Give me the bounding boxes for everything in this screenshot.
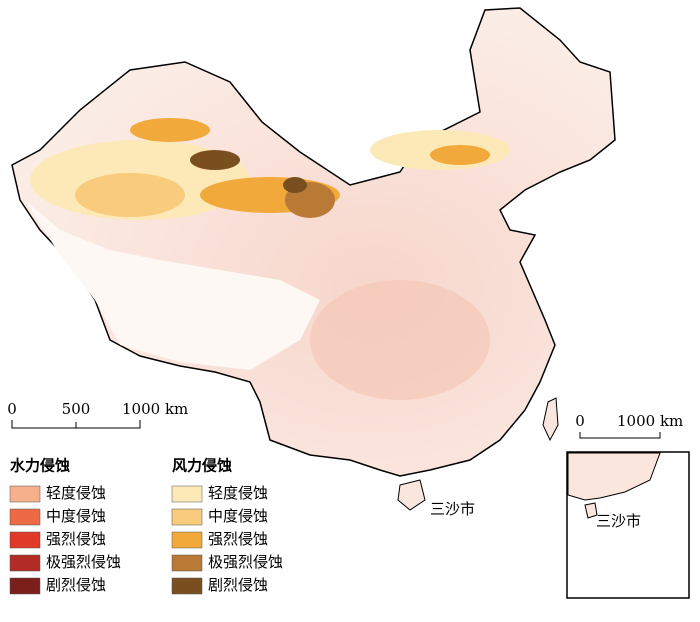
legend-label: 强烈侵蚀 <box>208 530 268 548</box>
scale-label: 1000 km <box>617 412 683 430</box>
country-outline <box>11 7 616 477</box>
legend-swatch <box>9 554 41 572</box>
legend-label: 中度侵蚀 <box>46 507 106 525</box>
inset-map: 三沙市 <box>566 451 690 599</box>
wind-moderate-ne <box>430 145 490 165</box>
water-light <box>310 280 490 400</box>
legend-swatch <box>9 508 41 526</box>
legend-label: 极强烈侵蚀 <box>46 553 121 571</box>
legend-label: 轻度侵蚀 <box>208 484 268 502</box>
legend-swatch <box>171 554 203 572</box>
legend-label: 剧烈侵蚀 <box>46 576 106 594</box>
legend-label: 强烈侵蚀 <box>46 530 106 548</box>
inset-hainan <box>584 502 598 519</box>
legend-label: 中度侵蚀 <box>208 507 268 525</box>
scale-label: 0 <box>575 412 585 430</box>
legend-title: 水力侵蚀 <box>10 457 70 475</box>
inset-mainland <box>567 452 661 501</box>
legend-label: 极强烈侵蚀 <box>208 553 283 571</box>
legend-swatch <box>9 577 41 595</box>
legend-label: 轻度侵蚀 <box>46 484 106 502</box>
legend-title: 风力侵蚀 <box>172 457 232 475</box>
china-map <box>11 7 616 511</box>
inset-frame <box>566 451 690 599</box>
inset-scale: 0 1000 km <box>575 412 683 439</box>
scale-bar: 0 500 1000 km <box>7 400 188 429</box>
taiwan <box>542 397 559 442</box>
legend-swatch <box>9 485 41 503</box>
west-white-region <box>25 200 320 370</box>
inset-label: 三沙市 <box>596 512 641 530</box>
wind-strong <box>130 118 210 142</box>
legend-swatch <box>171 531 203 549</box>
legend-swatch <box>171 577 203 595</box>
legend-label: 剧烈侵蚀 <box>208 576 268 594</box>
scale-label: 1000 km <box>122 400 188 418</box>
legend-swatch <box>171 485 203 503</box>
wind-moderate <box>75 173 185 217</box>
scale-label: 0 <box>7 400 17 418</box>
map-label: 三沙市 <box>430 500 475 518</box>
wind-severe <box>283 177 307 193</box>
scale-label: 500 <box>62 400 91 418</box>
legend-swatch <box>171 508 203 526</box>
legend-swatch <box>9 531 41 549</box>
wind-severe <box>190 150 240 170</box>
hainan <box>397 479 426 511</box>
scale-line <box>579 432 661 439</box>
